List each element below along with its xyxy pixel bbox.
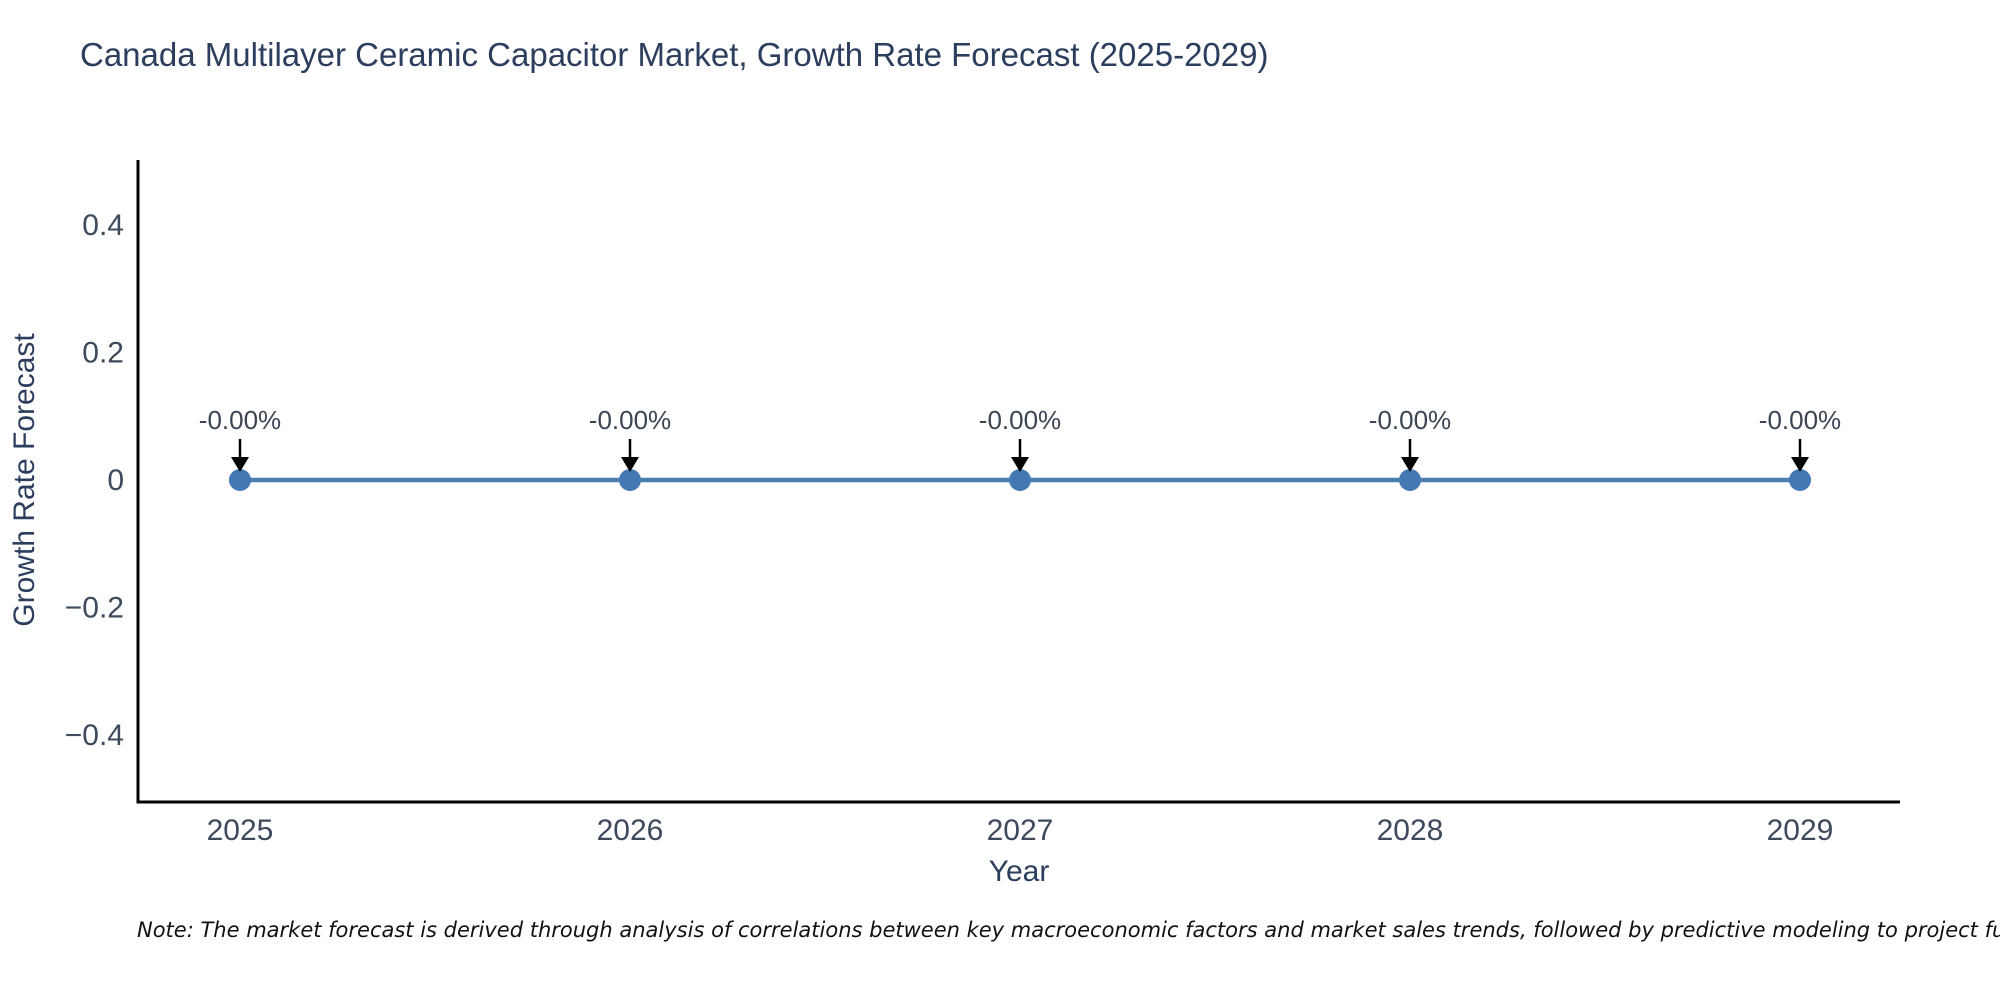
y-tick-label: 0.4 bbox=[82, 209, 124, 242]
data-point-marker bbox=[619, 469, 641, 491]
annotation-arrowhead-icon bbox=[231, 457, 249, 472]
chart-title: Canada Multilayer Ceramic Capacitor Mark… bbox=[80, 36, 1269, 73]
y-tick-label: 0.2 bbox=[82, 337, 124, 370]
data-point-marker bbox=[1009, 469, 1031, 491]
y-tick-label: 0 bbox=[107, 464, 124, 497]
x-tick-label: 2029 bbox=[1767, 814, 1834, 847]
footnote: Note: The market forecast is derived thr… bbox=[137, 918, 2000, 942]
point-annotation-label: -0.00% bbox=[199, 405, 281, 435]
point-annotation-label: -0.00% bbox=[979, 405, 1061, 435]
point-annotation-label: -0.00% bbox=[1369, 405, 1451, 435]
x-tick-label: 2028 bbox=[1377, 814, 1444, 847]
annotation-arrowhead-icon bbox=[1011, 457, 1029, 472]
annotation-arrowhead-icon bbox=[621, 457, 639, 472]
point-annotation-label: -0.00% bbox=[1759, 405, 1841, 435]
data-point-marker bbox=[229, 469, 251, 491]
y-tick-label: −0.4 bbox=[65, 719, 124, 752]
x-tick-label: 2025 bbox=[207, 814, 274, 847]
data-point-marker bbox=[1399, 469, 1421, 491]
x-tick-label: 2027 bbox=[987, 814, 1054, 847]
y-tick-label: −0.2 bbox=[65, 592, 124, 625]
annotation-arrowhead-icon bbox=[1401, 457, 1419, 472]
point-annotation-label: -0.00% bbox=[589, 405, 671, 435]
data-point-marker bbox=[1789, 469, 1811, 491]
x-tick-label: 2026 bbox=[597, 814, 664, 847]
annotation-arrowhead-icon bbox=[1791, 457, 1809, 472]
x-axis-title: Year bbox=[988, 855, 1050, 888]
